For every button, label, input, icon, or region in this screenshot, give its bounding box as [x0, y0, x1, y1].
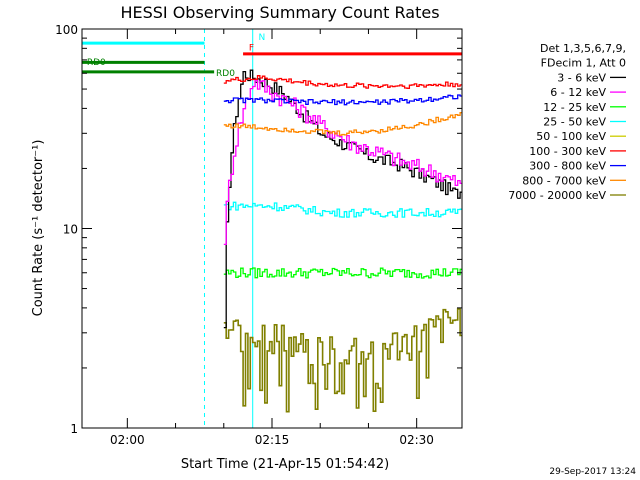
legend-label: 7000 - 20000 keV — [508, 189, 606, 202]
legend-header: FDecim 1, Att 0 — [541, 57, 626, 70]
y-tick-label: 10 — [63, 223, 78, 237]
flag-annotation: RD0 — [216, 69, 235, 79]
chart-title: HESSI Observing Summary Count Rates — [120, 3, 439, 22]
timestamp-label: 29-Sep-2017 13:24 — [549, 467, 636, 477]
clipped-plot-area — [82, 29, 462, 428]
legend-label: 100 - 300 keV — [529, 145, 606, 158]
series-line-1 — [223, 79, 462, 246]
flag-annotation: F — [249, 44, 254, 54]
series-line-0 — [223, 69, 462, 329]
x-tick-label: 02:15 — [255, 433, 290, 447]
legend-label: 800 - 7000 keV — [522, 174, 606, 187]
series-line-5 — [223, 75, 462, 89]
legend-label: 300 - 800 keV — [529, 160, 606, 173]
series-line-3 — [223, 201, 462, 218]
legend-label: 3 - 6 keV — [557, 71, 606, 84]
legend-group: Det 1,3,5,6,7,9, FDecim 1, Att 03 - 6 keV… — [508, 42, 626, 202]
x-tick-label: 02:30 — [399, 433, 434, 447]
legend-label: 12 - 25 keV — [543, 101, 606, 114]
y-tick-label: 100 — [55, 23, 78, 37]
data-series-group: RD0 RD0 FN — [82, 29, 462, 428]
x-tick-label: 02:00 — [110, 433, 145, 447]
legend-label: 25 - 50 keV — [543, 116, 606, 129]
series-line-7 — [223, 112, 462, 136]
axes-group: 1 10 100 02:00 02:15 02:30 — [55, 23, 462, 447]
flag-annotation: N — [258, 33, 265, 43]
series-line-6 — [223, 94, 462, 106]
series-line-8 — [223, 297, 462, 413]
y-axis-label: Count Rate (s⁻¹ detector⁻¹) — [31, 140, 46, 317]
series-line-2 — [223, 267, 462, 279]
y-tick-label: 1 — [70, 422, 78, 436]
legend-label: 50 - 100 keV — [536, 130, 606, 143]
legend-header: Det 1,3,5,6,7,9, — [540, 42, 626, 55]
flag-annotation: RD0 — [87, 58, 106, 68]
x-axis-label: Start Time (21-Apr-15 01:54:42) — [181, 457, 389, 472]
legend-label: 6 - 12 keV — [550, 86, 606, 99]
